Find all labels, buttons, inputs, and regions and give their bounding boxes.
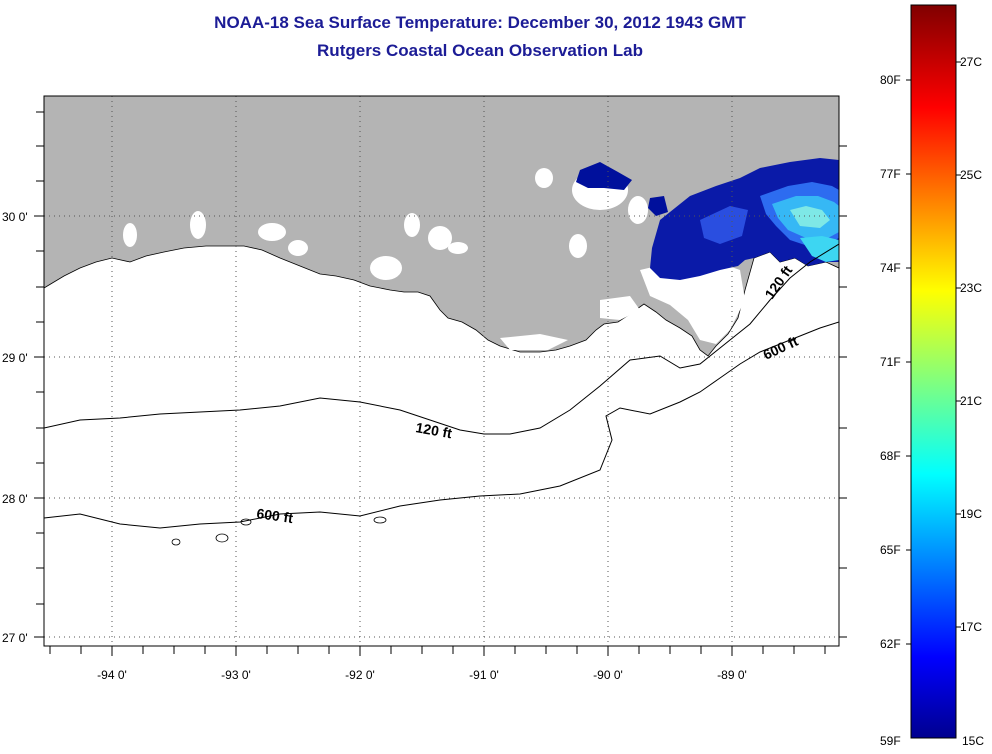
colorbar xyxy=(910,4,957,739)
lon-tick-label: -92 0' xyxy=(345,668,375,682)
sst-cold-region xyxy=(576,158,839,280)
chart-subtitle: Rutgers Coastal Ocean Observation Lab xyxy=(317,41,643,60)
colorbar-f-label: 65F xyxy=(880,543,901,557)
axis-ticks xyxy=(34,111,847,656)
colorbar-c-label: 15C xyxy=(962,734,984,748)
colorbar-c-label: 23C xyxy=(960,281,982,295)
colorbar-ticks xyxy=(906,61,961,645)
lon-tick-label: -91 0' xyxy=(469,668,499,682)
colorbar-f-label: 71F xyxy=(880,355,901,369)
lat-tick-label: 28 0' xyxy=(2,492,28,506)
contour-label: 600 ft xyxy=(256,505,295,526)
colorbar-f-label: 80F xyxy=(880,73,901,87)
lon-tick-label: -89 0' xyxy=(717,668,747,682)
graticule xyxy=(44,96,839,646)
colorbar-f-label: 77F xyxy=(880,167,901,181)
chart-title: NOAA-18 Sea Surface Temperature: Decembe… xyxy=(214,13,746,32)
contour-120ft xyxy=(44,243,839,435)
contour-label: 120 ft xyxy=(414,419,453,441)
lon-tick-label: -93 0' xyxy=(221,668,251,682)
colorbar-f-label: 68F xyxy=(880,449,901,463)
colorbar-c-label: 17C xyxy=(960,620,982,634)
colorbar-c-label: 21C xyxy=(960,394,982,408)
colorbar-c-label: 25C xyxy=(960,168,982,182)
colorbar-f-label: 74F xyxy=(880,261,901,275)
colorbar-c-label: 27C xyxy=(960,55,982,69)
contour-600ft xyxy=(44,321,839,529)
map-frame xyxy=(43,95,840,647)
lat-tick-label: 27 0' xyxy=(2,631,28,645)
lon-tick-label: -94 0' xyxy=(97,668,127,682)
colorbar-f-label: 62F xyxy=(880,637,901,651)
contour-islands xyxy=(171,516,387,546)
lat-tick-label: 29 0' xyxy=(2,351,28,365)
colorbar-f-label: 59F xyxy=(880,734,901,748)
lat-tick-label: 30 0' xyxy=(2,210,28,224)
lon-tick-label: -90 0' xyxy=(593,668,623,682)
colorbar-c-label: 19C xyxy=(960,507,982,521)
